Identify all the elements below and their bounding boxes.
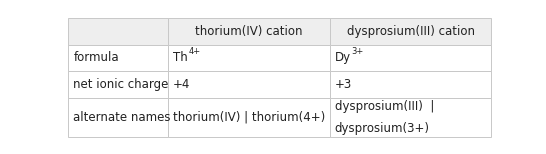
Bar (168, 98, 330, 137)
Bar (68, 98, 168, 137)
Bar (68, 45, 168, 71)
Text: formula: formula (73, 51, 119, 64)
Bar (168, 71, 330, 98)
Text: alternate names: alternate names (73, 111, 171, 124)
Bar (330, 98, 491, 137)
Text: dysprosium(III) cation: dysprosium(III) cation (347, 25, 474, 38)
Text: +4: +4 (173, 78, 190, 91)
Text: Dy: Dy (335, 51, 351, 64)
Text: thorium(IV) | thorium(4+): thorium(IV) | thorium(4+) (173, 111, 325, 124)
Text: net ionic charge: net ionic charge (73, 78, 169, 91)
Text: Th: Th (173, 51, 187, 64)
Bar (330, 18, 491, 45)
Bar (168, 18, 330, 45)
Text: dysprosium(3+): dysprosium(3+) (335, 122, 430, 135)
Bar (68, 18, 168, 45)
Text: dysprosium(III)  |: dysprosium(III) | (335, 100, 434, 113)
Text: thorium(IV) cation: thorium(IV) cation (195, 25, 302, 38)
Bar (68, 71, 168, 98)
Bar (330, 71, 491, 98)
Bar (330, 45, 491, 71)
Text: +3: +3 (335, 78, 352, 91)
Text: 3+: 3+ (351, 47, 363, 56)
Bar (168, 45, 330, 71)
Text: 4+: 4+ (189, 47, 201, 56)
